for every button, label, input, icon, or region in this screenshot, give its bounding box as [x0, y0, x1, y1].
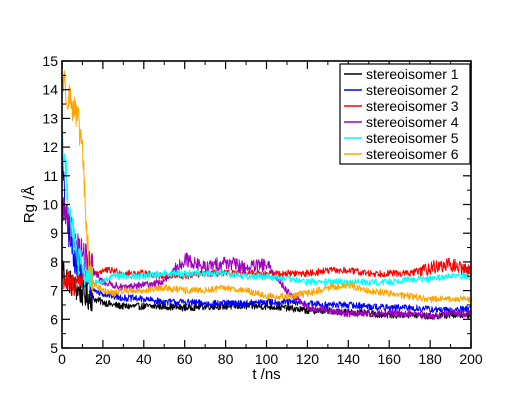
x-axis-title: t /ns	[252, 366, 280, 383]
y-tick-label: 9	[50, 225, 58, 241]
series-line-6	[61, 70, 472, 303]
x-tick-label: 0	[58, 351, 66, 367]
series-line-5	[61, 131, 472, 291]
x-tick-label: 180	[418, 351, 442, 367]
y-tick-label: 12	[42, 139, 58, 155]
x-tick-label: 120	[296, 351, 320, 367]
legend-label: stereoisomer 3	[366, 98, 459, 114]
y-tick-label: 6	[50, 311, 58, 327]
legend-label: stereoisomer 5	[366, 130, 459, 146]
x-tick-label: 60	[177, 351, 193, 367]
y-axis-title: Rg /Å	[21, 186, 38, 224]
series-line-3	[61, 257, 472, 296]
y-axis-ticks: 5 6 7 8 9 10 11 12 13 14 15	[42, 53, 471, 356]
legend-label: stereoisomer 2	[366, 82, 459, 98]
series-line-4	[61, 192, 472, 320]
y-tick-label: 14	[42, 82, 58, 98]
series-line-2	[61, 156, 471, 314]
y-tick-label: 8	[50, 254, 58, 270]
legend-label: stereoisomer 1	[366, 66, 459, 82]
y-tick-label: 15	[42, 53, 58, 69]
legend-box	[339, 63, 471, 165]
y-tick-label: 13	[42, 110, 58, 126]
legend-label: stereoisomer 4	[366, 114, 459, 130]
series-line-1	[61, 260, 472, 320]
x-tick-label: 20	[95, 351, 111, 367]
y-tick-label: 5	[50, 340, 58, 356]
x-tick-label: 100	[255, 351, 279, 367]
x-tick-label: 80	[218, 351, 234, 367]
x-tick-label: 140	[337, 351, 361, 367]
y-tick-label: 7	[50, 283, 58, 299]
x-tick-label: 160	[378, 351, 402, 367]
series-layer	[61, 70, 472, 320]
y-tick-label: 10	[42, 197, 58, 213]
x-tick-label: 40	[136, 351, 152, 367]
y-tick-label: 11	[43, 168, 58, 184]
x-axis-ticks: 0 20 40 60 80 100 120 140 160 180 200	[58, 61, 483, 367]
legend-label: stereoisomer 6	[366, 146, 459, 162]
x-tick-label: 200	[459, 351, 483, 367]
